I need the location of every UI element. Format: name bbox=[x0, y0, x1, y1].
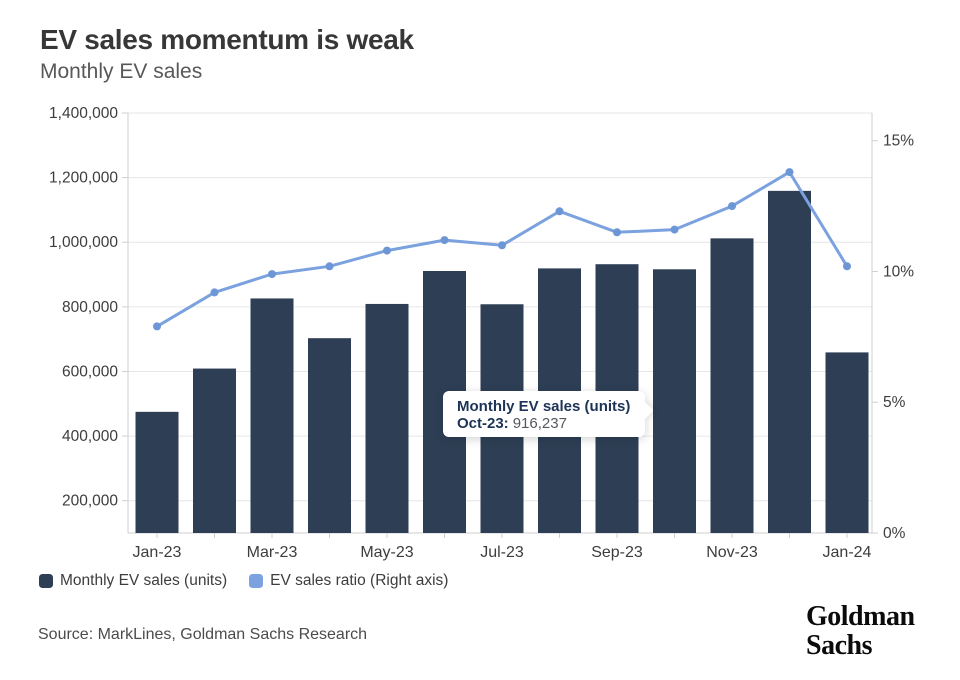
x-axis-label: Sep-23 bbox=[591, 544, 643, 561]
left-axis-label: 200,000 bbox=[62, 493, 118, 510]
x-axis-label: Jan-24 bbox=[823, 544, 872, 561]
bar-jan-23[interactable] bbox=[135, 411, 179, 533]
legend-label-units: Monthly EV sales (units) bbox=[60, 572, 228, 589]
ratio-point-may-23[interactable] bbox=[383, 246, 391, 255]
ratio-point-jun-23[interactable] bbox=[440, 236, 449, 245]
ratio-point-mar-23[interactable] bbox=[268, 270, 276, 279]
ratio-point-aug-23[interactable] bbox=[555, 207, 564, 216]
x-axis-label: Jan-23 bbox=[133, 544, 182, 561]
logo-line-2: Sachs bbox=[806, 630, 872, 661]
ev-sales-combo-chart: 200,000 400,000 600,000 800,000 1,000,000 1,2… bbox=[49, 105, 914, 561]
legend-swatch-ratio bbox=[249, 574, 264, 588]
ratio-point-apr-23[interactable] bbox=[325, 262, 334, 271]
bar-mar-23[interactable] bbox=[250, 298, 294, 533]
bar-dec-23[interactable] bbox=[768, 190, 811, 533]
page-subtitle: Monthly EV sales bbox=[40, 60, 203, 83]
left-axis-label: 600,000 bbox=[62, 363, 118, 380]
tooltip-point-value: 916,237 bbox=[512, 415, 567, 432]
tooltip-point: Oct-23: 916,237 bbox=[457, 415, 631, 433]
bar-nov-23[interactable] bbox=[710, 238, 754, 533]
goldman-sachs-logo: Goldman Sachs bbox=[806, 602, 915, 660]
bar-jan-24[interactable] bbox=[825, 352, 869, 533]
ratio-point-jan-23[interactable] bbox=[153, 322, 161, 331]
legend-item-ratio[interactable]: EV sales ratio (Right axis) bbox=[249, 572, 448, 590]
bar-feb-23[interactable] bbox=[193, 368, 236, 533]
legend-item-units[interactable]: Monthly EV sales (units) bbox=[39, 572, 227, 590]
tooltip-series-name: Monthly EV sales (units) bbox=[457, 398, 631, 415]
left-axis-label: 400,000 bbox=[62, 428, 118, 445]
left-axis-label: 1,000,000 bbox=[49, 234, 118, 251]
x-axis-label: Mar-23 bbox=[247, 544, 298, 561]
left-axis-label: 800,000 bbox=[62, 299, 118, 316]
left-axis-label: 1,400,000 bbox=[49, 105, 118, 122]
bar-may-23[interactable] bbox=[365, 303, 409, 533]
bar-apr-23[interactable] bbox=[308, 338, 351, 533]
logo-line-1: Goldman bbox=[806, 601, 915, 632]
ratio-point-sep-23[interactable] bbox=[613, 228, 621, 237]
x-axis-label: Nov-23 bbox=[706, 544, 758, 561]
chart-legend: Monthly EV sales (units) EV sales ratio … bbox=[39, 572, 448, 590]
ratio-point-jan-24[interactable] bbox=[843, 262, 851, 271]
right-axis-label: 15% bbox=[883, 133, 914, 150]
bar-oct-23[interactable] bbox=[653, 269, 696, 533]
tooltip-point-label: Oct-23: bbox=[457, 415, 509, 432]
x-axis-label: May-23 bbox=[360, 544, 413, 561]
ratio-point-jul-23[interactable] bbox=[498, 241, 506, 250]
source-note: Source: MarkLines, Goldman Sachs Researc… bbox=[38, 626, 368, 643]
right-axis-label: 0% bbox=[883, 525, 906, 542]
ratio-point-nov-23[interactable] bbox=[728, 202, 736, 211]
ratio-point-oct-23[interactable] bbox=[670, 225, 679, 234]
chart-tooltip: Monthly EV sales (units) Oct-23: 916,237 bbox=[443, 391, 654, 437]
x-axis-label: Jul-23 bbox=[480, 544, 524, 561]
left-axis-label: 1,200,000 bbox=[49, 170, 118, 187]
legend-label-ratio: EV sales ratio (Right axis) bbox=[270, 572, 449, 589]
page-title: EV sales momentum is weak bbox=[40, 24, 414, 55]
ratio-point-feb-23[interactable] bbox=[210, 288, 219, 297]
right-axis-label: 5% bbox=[883, 394, 906, 411]
legend-swatch-units bbox=[39, 574, 53, 588]
right-axis-label: 10% bbox=[883, 263, 914, 280]
ratio-point-dec-23[interactable] bbox=[785, 168, 794, 177]
